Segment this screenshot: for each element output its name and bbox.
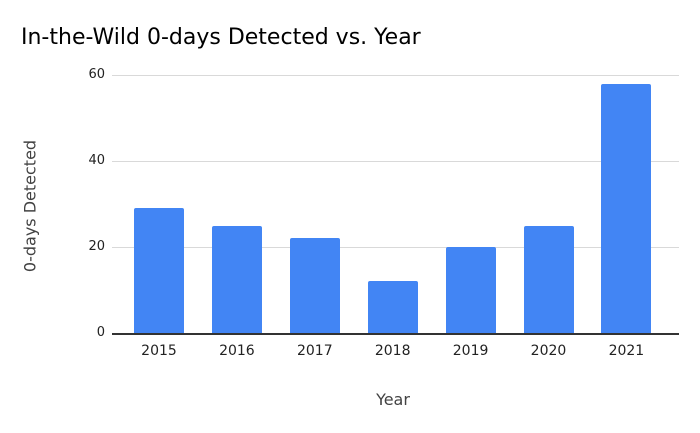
x-tick-label-2017: 2017 (296, 343, 333, 359)
bar-2020 (523, 225, 574, 333)
x-tick-label-2018: 2018 (374, 343, 411, 359)
gridline-y-20 (112, 247, 679, 248)
bar-2018 (367, 281, 418, 333)
gridline-y-40 (112, 161, 679, 162)
y-tick-label-40: 40 (88, 153, 105, 168)
x-tick-label-2015: 2015 (141, 343, 177, 359)
x-tick-label-2019: 2019 (452, 343, 489, 359)
bar-2021 (601, 83, 652, 333)
x-tick-label-2020: 2020 (530, 343, 567, 359)
bar-2016 (211, 225, 262, 333)
bar-2017 (289, 238, 340, 333)
gridline-y-60 (112, 75, 679, 76)
plot-area (112, 75, 679, 335)
x-axis-title: Year (376, 390, 410, 409)
y-tick-label-0: 0 (96, 325, 105, 340)
y-axis-title: 0-days Detected (20, 139, 40, 273)
x-tick-label-2016: 2016 (219, 343, 255, 359)
y-tick-label-60: 60 (88, 67, 105, 82)
bar-2015 (134, 208, 184, 333)
chart-title: In-the-Wild 0-days Detected vs. Year (21, 25, 421, 50)
x-tick-label-2021: 2021 (608, 343, 645, 359)
bar-2019 (445, 247, 496, 333)
y-tick-label-20: 20 (88, 239, 105, 254)
